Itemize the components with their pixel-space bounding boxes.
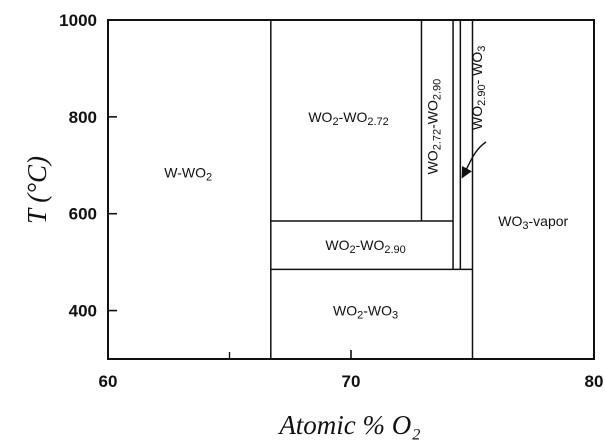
x-tick-label: 80 <box>585 372 604 391</box>
region-label-1: WO2-WO2.72 <box>308 109 388 128</box>
region-label-2: WO2-WO2.90 <box>325 237 405 256</box>
x-tick-label: 60 <box>99 372 118 391</box>
y-axis-title: T (°C) <box>22 156 52 224</box>
y-tick-label: 1000 <box>59 11 97 30</box>
callout-arrow <box>461 141 487 179</box>
x-axis-title: Atomic % O₂ <box>277 410 420 440</box>
y-tick-label: 400 <box>69 302 97 321</box>
y-tick-label: 800 <box>69 108 97 127</box>
y-tick-label: 600 <box>69 205 97 224</box>
x-tick-label: 70 <box>342 372 361 391</box>
region-label-3: WO2-WO3 <box>333 303 398 322</box>
region-label-4: WO3-vapor <box>498 213 568 232</box>
rotated-region-labels: WO2.72-WO2.90 WO2.90- WO3 <box>424 46 488 175</box>
region-label-0: W-WO2 <box>164 165 212 184</box>
region-labels: W-WO2 WO2-WO2.72 WO2-WO2.90 WO2-WO3 WO3-vapo… <box>164 109 568 322</box>
rotated-region-label-0: WO2.72-WO2.90 <box>424 79 443 175</box>
phase-boundaries <box>270 20 474 359</box>
rotated-region-label-1: WO2.90- WO3 <box>469 46 488 130</box>
axis-tick-labels: 400 600 800 1000 60 70 80 <box>59 11 603 391</box>
axis-ticks <box>107 19 595 359</box>
